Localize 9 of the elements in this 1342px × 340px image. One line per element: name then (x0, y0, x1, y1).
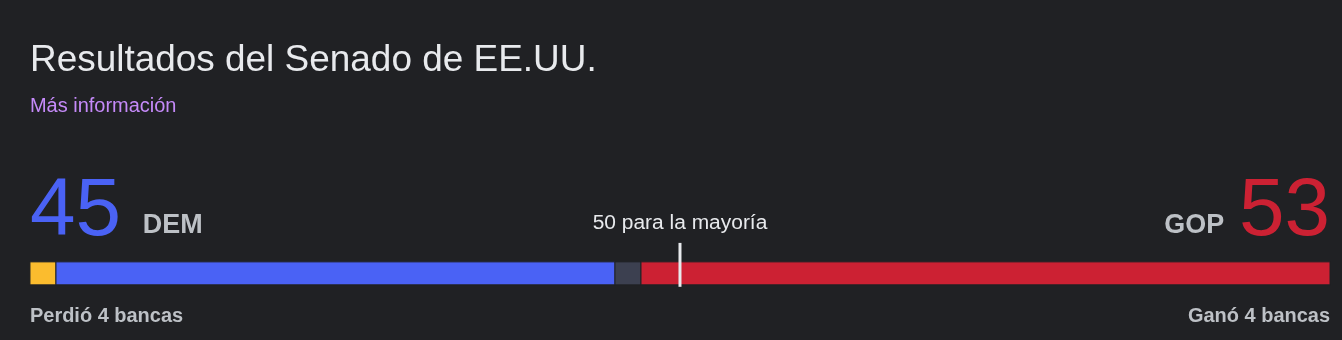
text: Perdió 4 bancas (29, 303, 184, 326)
text: DEM (142, 208, 203, 239)
text: GOP (1164, 208, 1225, 239)
text: Ganó 4 bancas (1187, 303, 1331, 326)
text: 53 (1238, 160, 1331, 252)
ref-line-label: 50 para la mayoría (592, 209, 768, 233)
chart-subtitle: Más información (29, 94, 177, 117)
chart-title: Resultados del Senado de EE.UU. (29, 38, 597, 80)
text: 45 (29, 160, 122, 252)
